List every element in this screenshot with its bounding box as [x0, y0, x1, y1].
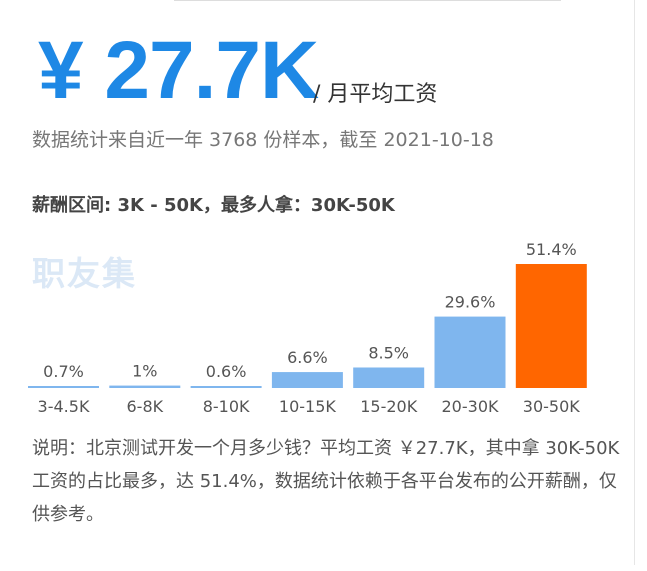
bar-3-4.5K: [28, 386, 99, 388]
sample-info: 数据统计来自近一年 3768 份样本，截至 2021-10-18: [32, 129, 494, 151]
description-note: 说明：北京测试开发一个月多少钱？平均工资 ￥27.7K，其中拿 30K-50K …: [32, 438, 620, 525]
value-label: 8.5%: [368, 343, 409, 362]
value-label: 1%: [132, 362, 157, 381]
category-label: 6-8K: [126, 397, 163, 416]
category-label: 3-4.5K: [38, 397, 90, 416]
value-label: 51.4%: [526, 240, 577, 259]
watermark-logo: 职友集: [32, 254, 137, 293]
salary-distribution-chart: 0.7% 3-4.5K 1% 6-8K 0.6% 8-10K 6.6% 10-15K 8.5% 1…: [28, 240, 587, 416]
salary-range: 薪酬区间: 3K - 50K，最多人拿：30K-50K: [32, 195, 395, 216]
bar-20-30K: [434, 316, 506, 388]
category-label: 15-20K: [360, 397, 417, 416]
top-divider: [174, 0, 561, 1]
value-label: 6.6%: [287, 348, 328, 367]
bar-15-20K: [353, 367, 425, 388]
bar-8-10K: [190, 386, 262, 388]
bar-6-8K: [109, 385, 181, 388]
category-label: 10-15K: [279, 397, 336, 416]
bar-10-15K: [271, 372, 343, 388]
salary-unit-label: / 月平均工资: [313, 82, 438, 107]
average-salary: ¥ 27.7K: [38, 25, 319, 116]
value-label: 0.6%: [206, 362, 247, 381]
category-label: 20-30K: [442, 397, 499, 416]
category-label: 8-10K: [203, 397, 250, 416]
value-label: 29.6%: [445, 293, 496, 312]
value-label: 0.7%: [43, 362, 84, 381]
bar-30-50K: [515, 264, 587, 388]
category-label: 30-50K: [523, 397, 580, 416]
